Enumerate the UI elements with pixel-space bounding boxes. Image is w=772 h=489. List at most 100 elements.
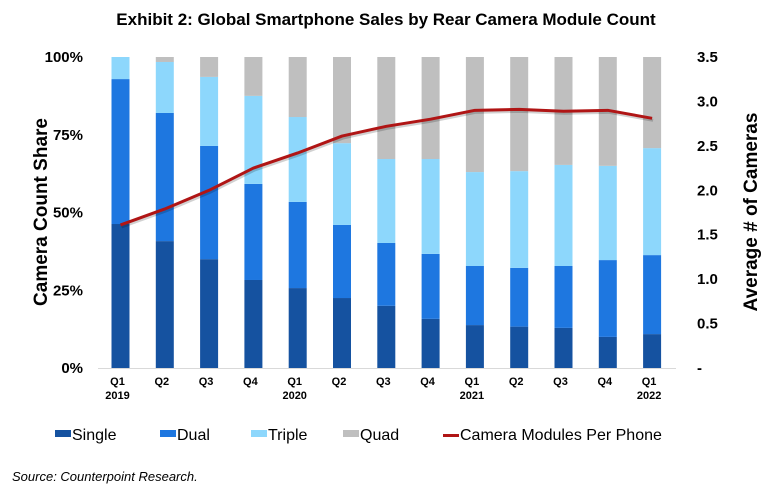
bar-stack [643,57,662,368]
legend-label: Quad [360,427,399,444]
bar-segment-single [111,224,130,368]
bar-segment-dual [111,79,130,225]
legend-swatch [55,430,71,437]
bar-segment-dual [510,267,529,327]
bar-segment-single [643,334,662,368]
bar-segment-dual [200,145,219,260]
bar-segment-single [288,288,307,368]
chart-title: Exhibit 2: Global Smartphone Sales by Re… [116,10,656,29]
legend-item: Single [55,427,117,444]
legend-line-swatch [443,434,459,437]
bar-stack [288,57,307,368]
y2-tick-label: 1.0 [697,271,718,288]
legend-label: Camera Modules Per Phone [460,427,662,444]
legend-item: Quad [343,427,399,444]
bar-segment-triple [200,76,219,146]
y2-axis-title: Average # of Cameras [741,113,762,312]
line-series [119,107,654,229]
bar-stack [244,57,263,368]
y-tick-label: 50% [53,205,83,222]
bar-segment-quad [465,57,484,173]
bar-segment-quad [288,57,307,118]
bar-stack [510,57,529,368]
bar-segment-quad [200,57,219,77]
bar-segment-single [155,241,174,368]
x-tick-label: Q3 [199,376,214,388]
bar-stack [377,57,396,368]
x-axis-ticks: Q1 2019 Q2 Q3 Q4 Q1 2020 Q2 Q3 Q4 Q1 2021 Q2 Q3 Q4 Q1 20… [105,376,661,402]
x-tick-year-label: 2019 [105,390,129,402]
bar-segment-dual [288,201,307,289]
legend-swatch [343,430,359,437]
x-tick-year-label: 2021 [460,390,484,402]
bar-segment-single [465,325,484,368]
bar-segment-quad [377,57,396,160]
x-tick-year-label: 2020 [282,390,306,402]
y2-tick-label: 0.5 [697,316,718,333]
bar-segment-dual [465,265,484,326]
x-tick-label: Q1 [110,376,125,388]
bar-segment-dual [377,242,396,306]
bar-segment-triple [510,171,529,268]
bar-segment-dual [421,253,440,319]
legend-item: Triple [251,427,308,444]
bar-segment-quad [510,57,529,172]
y2-tick-label: 3.0 [697,93,718,110]
bar-segment-triple [465,172,484,266]
x-tick-label: Q1 [642,376,657,388]
legend-swatch [251,430,267,437]
bar-segment-dual [155,112,174,242]
bar-segment-single [200,259,219,368]
y2-tick-label: 1.5 [697,227,718,244]
bar-series [111,57,662,368]
x-tick-label: Q2 [509,376,524,388]
bar-segment-single [510,326,529,368]
y-tick-label: 0% [61,360,83,377]
bar-stack [465,57,484,368]
bar-segment-triple [333,143,351,225]
bar-segment-single [421,318,440,368]
y2-axis-ticks: - 0.5 1.0 1.5 2.0 2.5 3.0 3.5 [697,49,718,377]
bar-stack [333,57,351,368]
bar-segment-single [244,279,263,368]
x-tick-label: Q2 [332,376,347,388]
bar-segment-quad [155,57,174,62]
bar-stack [200,57,219,368]
bar-segment-triple [244,95,263,184]
bar-segment-dual [643,255,662,335]
bar-segment-dual [333,224,351,299]
x-tick-label: Q4 [243,376,259,388]
bar-segment-triple [421,159,440,254]
bar-segment-single [333,298,351,368]
x-tick-year-label: 2022 [637,390,661,402]
y-axis-title: Camera Count Share [31,118,52,306]
bar-segment-dual [554,265,573,328]
y-tick-label: 100% [45,49,83,66]
x-tick-label: Q2 [154,376,169,388]
y2-tick-label: - [697,360,702,377]
bar-segment-single [598,336,617,368]
y-tick-label: 25% [53,282,83,299]
bar-segment-quad [643,57,662,149]
bar-segment-triple [155,61,174,113]
legend-label: Dual [177,427,210,444]
y2-tick-label: 3.5 [697,49,718,66]
source-note: Source: Counterpoint Research. [12,469,198,484]
x-tick-label: Q1 [287,376,302,388]
y-axis-ticks: 0% 25% 50% 75% 100% [45,49,83,377]
y2-tick-label: 2.5 [697,138,718,155]
bar-segment-triple [111,57,130,80]
legend: Single Dual Triple Quad Camera Modules Per P… [55,427,662,444]
line-shadow [120,109,654,229]
legend-item: Camera Modules Per Phone [443,427,662,444]
bar-segment-single [377,305,396,368]
bar-segment-quad [244,57,263,96]
bar-stack [554,57,573,368]
legend-label: Single [72,427,117,444]
bar-segment-dual [598,260,617,337]
x-tick-label: Q4 [420,376,436,388]
legend-item: Dual [160,427,210,444]
bar-segment-dual [244,183,263,280]
bar-segment-single [554,327,573,368]
